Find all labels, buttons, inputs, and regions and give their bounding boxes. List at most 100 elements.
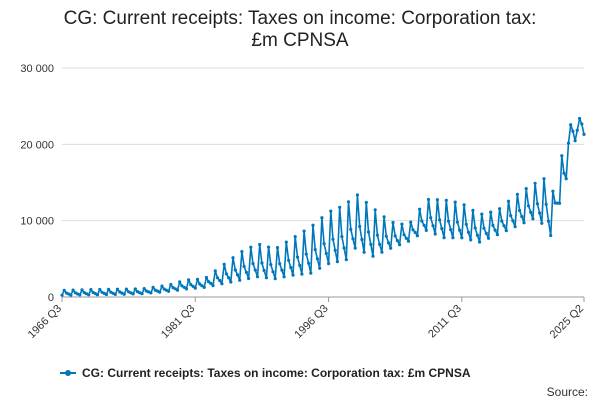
data-point xyxy=(60,293,64,297)
data-point xyxy=(271,270,275,274)
data-point xyxy=(342,246,346,250)
data-point xyxy=(366,230,371,234)
data-point xyxy=(506,199,511,203)
data-point xyxy=(455,220,459,224)
data-point xyxy=(242,264,246,269)
data-point xyxy=(133,287,137,291)
data-point xyxy=(464,222,468,226)
gridlines xyxy=(62,67,584,298)
data-point xyxy=(511,219,515,223)
data-point xyxy=(369,242,373,246)
data-point xyxy=(202,285,206,289)
data-point xyxy=(309,271,313,275)
data-point xyxy=(544,202,548,206)
data-point xyxy=(255,275,260,279)
data-point xyxy=(446,219,451,223)
data-point xyxy=(324,251,328,256)
data-point xyxy=(87,293,91,297)
data-point xyxy=(580,122,584,126)
data-point xyxy=(69,293,73,297)
data-point xyxy=(522,221,526,225)
y-tick-label: 30 000 xyxy=(20,63,54,75)
data-point xyxy=(107,287,111,291)
data-point xyxy=(313,248,317,252)
data-point xyxy=(391,220,395,225)
data-point xyxy=(358,224,362,229)
data-point xyxy=(233,268,237,272)
data-point xyxy=(498,207,502,211)
data-point xyxy=(213,269,217,273)
data-point xyxy=(431,224,435,228)
data-point xyxy=(515,192,520,196)
data-point xyxy=(413,230,417,234)
data-point xyxy=(193,286,197,290)
data-point xyxy=(78,293,82,297)
data-point xyxy=(204,275,208,280)
data-point xyxy=(249,245,253,249)
data-point xyxy=(298,263,302,267)
data-point xyxy=(240,250,244,254)
data-point xyxy=(529,210,533,214)
data-point xyxy=(460,236,464,240)
series-line xyxy=(61,117,585,296)
data-point xyxy=(247,276,251,281)
data-point xyxy=(302,229,306,233)
source-label: Source: xyxy=(546,385,588,399)
x-tick-label: 2025 Q2 xyxy=(548,303,586,341)
data-point xyxy=(429,216,433,220)
data-point xyxy=(280,268,284,272)
data-point xyxy=(340,235,344,239)
data-point xyxy=(122,292,126,296)
data-point xyxy=(251,262,255,266)
legend-label: CG: Current receipts: Taxes on income: C… xyxy=(82,366,471,380)
data-point xyxy=(167,289,171,293)
data-point xyxy=(466,230,471,234)
x-tick-label: 1996 Q3 xyxy=(292,303,330,341)
legend[interactable]: CG: Current receipts: Taxes on income: C… xyxy=(60,366,471,380)
y-axis-ticks: 0 10 000 20 000 30 000 xyxy=(20,63,54,304)
data-point xyxy=(187,278,191,282)
data-point xyxy=(533,181,537,185)
data-point xyxy=(364,200,368,205)
data-point xyxy=(380,250,384,254)
data-point xyxy=(404,236,408,240)
data-point xyxy=(335,260,339,264)
data-point xyxy=(200,284,204,288)
data-point xyxy=(180,284,184,288)
data-point xyxy=(575,128,579,132)
data-point xyxy=(104,292,108,297)
data-point xyxy=(238,278,242,282)
data-point xyxy=(311,223,315,227)
data-point xyxy=(338,205,342,209)
data-point xyxy=(287,258,291,262)
data-point xyxy=(320,216,324,220)
data-point xyxy=(578,116,582,121)
data-point xyxy=(149,291,153,295)
data-point xyxy=(349,227,353,231)
data-point xyxy=(175,288,180,292)
data-point xyxy=(582,132,586,136)
y-tick-label: 0 xyxy=(48,292,54,304)
data-point xyxy=(491,223,495,227)
data-point xyxy=(360,237,364,242)
data-point xyxy=(224,272,228,276)
chart-title-line-2: £m CPNSA xyxy=(251,30,349,51)
data-point xyxy=(307,261,311,265)
chart-title: CG: Current receipts: Taxes on income: C… xyxy=(0,8,600,52)
data-point xyxy=(275,246,280,250)
data-point xyxy=(560,154,564,158)
x-tick-label: 2011 Q3 xyxy=(426,303,464,341)
data-point xyxy=(375,233,379,237)
data-point xyxy=(449,228,453,232)
data-point xyxy=(569,123,573,127)
data-point xyxy=(562,171,566,175)
data-point xyxy=(329,209,333,213)
chart-title-line-1: CG: Current receipts: Taxes on income: C… xyxy=(63,8,537,29)
data-point xyxy=(526,204,531,208)
data-point xyxy=(158,290,162,294)
data-point xyxy=(509,214,513,218)
data-point xyxy=(289,265,293,270)
data-point xyxy=(142,287,146,291)
data-point xyxy=(282,275,286,279)
data-point xyxy=(462,203,466,207)
